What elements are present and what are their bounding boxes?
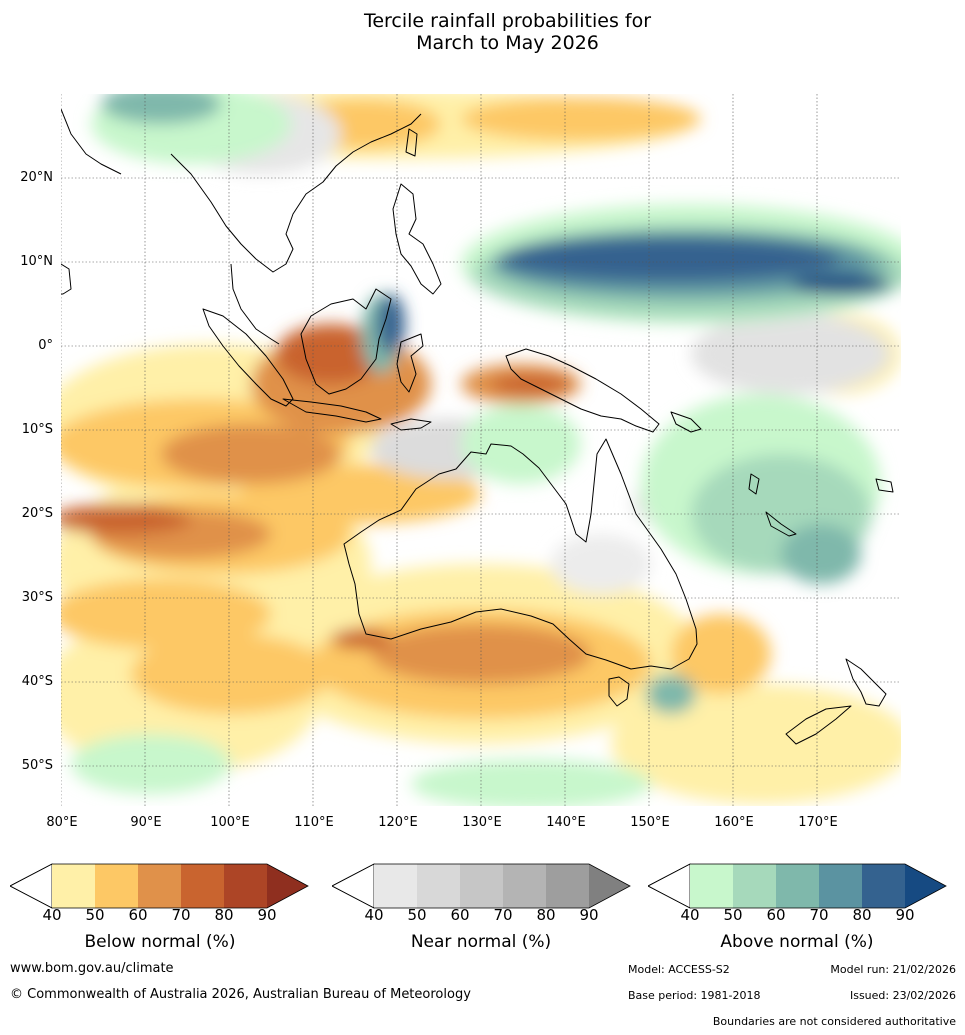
- legend-below-tick: 90: [257, 906, 277, 924]
- lon-label-140e: 140°E: [546, 815, 586, 830]
- legend-near-overflow: [589, 864, 630, 908]
- graticule: [61, 94, 901, 806]
- footer-website-link[interactable]: www.bom.gov.au/climate: [10, 961, 174, 976]
- legend-above-tick: 80: [852, 906, 872, 924]
- legend-above-swatch-70: [819, 864, 862, 908]
- coastline-sulawesi: [396, 333, 424, 393]
- coastline-java: [282, 398, 382, 423]
- lon-label-160e: 160°E: [714, 815, 754, 830]
- coastline-new-caledonia: [765, 511, 797, 537]
- legend-above-tick: 40: [680, 906, 700, 924]
- legend-near-swatch-70: [503, 864, 546, 908]
- map-title-line1: Tercile rainfall probabilities for: [363, 10, 652, 32]
- coastline-borneo: [300, 288, 392, 395]
- coastline-australia: [343, 438, 698, 670]
- legend-below-title: Below normal (%): [84, 932, 236, 952]
- lon-label-150e: 150°E: [630, 815, 670, 830]
- legend-above-tick: 70: [809, 906, 829, 924]
- coastline-new-zealand-south: [785, 705, 852, 745]
- lon-label-130e: 130°E: [462, 815, 502, 830]
- legend-near-underflow: [331, 863, 375, 909]
- lat-label-30s: 30°S: [21, 590, 53, 605]
- legend-near-tick: 90: [579, 906, 599, 924]
- legend-near-tick: 60: [450, 906, 470, 924]
- lat-label-20s: 20°S: [21, 506, 53, 521]
- coastline-malay-peninsula: [230, 263, 280, 345]
- legend-near-swatch-50: [417, 864, 460, 908]
- lon-label-110e: 110°E: [294, 815, 334, 830]
- coastline-solomon-islands: [670, 411, 702, 433]
- legend-above-swatch-50: [733, 864, 776, 908]
- legend-above-tick: 90: [895, 906, 915, 924]
- footer-base-period: Base period: 1981-2018: [628, 989, 761, 1002]
- footer-issued: Issued: 23/02/2026: [849, 989, 956, 1002]
- rainfall-probability-map[interactable]: [61, 94, 901, 806]
- legend-near-swatch-60: [460, 864, 503, 908]
- legend-above-overflow: [905, 864, 946, 908]
- lat-label-40s: 40°S: [21, 674, 53, 689]
- footer-model: Model: ACCESS-S2: [628, 963, 730, 976]
- legend-above-swatch-80: [862, 864, 905, 908]
- footer-copyright: © Commonwealth of Australia 2026, Austra…: [10, 987, 471, 1002]
- legend-near-swatch-40: [374, 864, 417, 908]
- lon-label-90e: 90°E: [130, 815, 162, 830]
- lon-label-170e: 170°E: [798, 815, 838, 830]
- coastline-timor: [390, 418, 432, 431]
- legend-below-swatch-50: [95, 864, 138, 908]
- legend-below-tick: 70: [171, 906, 191, 924]
- legend-below-swatch-80: [224, 864, 267, 908]
- lat-label-0: 0°: [38, 338, 53, 353]
- legend-above-tick: 60: [766, 906, 786, 924]
- legend-below-swatch-60: [138, 864, 181, 908]
- coastline-sri-lanka: [61, 263, 72, 295]
- legend-below-normal: [9, 862, 310, 916]
- legend-near-tick: 50: [407, 906, 427, 924]
- coastline-new-guinea: [505, 348, 660, 433]
- legend-above-normal: [647, 862, 948, 916]
- legend-below-underflow: [9, 863, 53, 909]
- legend-below-tick: 50: [85, 906, 105, 924]
- legend-above-title: Above normal (%): [720, 932, 874, 952]
- legend-above-underflow: [647, 863, 691, 909]
- coastline-india: [61, 108, 122, 175]
- probability-shading: [61, 94, 901, 806]
- legend-near-normal: [331, 862, 632, 916]
- legend-below-tick: 60: [128, 906, 148, 924]
- legend-near-tick: 80: [536, 906, 556, 924]
- coastline-sumatra: [202, 308, 294, 407]
- lon-label-100e: 100°E: [210, 815, 250, 830]
- lon-label-80e: 80°E: [46, 815, 78, 830]
- map-title: Tercile rainfall probabilities for March…: [0, 10, 965, 54]
- legend-near-tick: 40: [364, 906, 384, 924]
- legend-below-swatch-70: [181, 864, 224, 908]
- footer-model-run: Model run: 21/02/2026: [830, 963, 956, 976]
- lat-label-10n: 10°N: [20, 254, 53, 269]
- legend-below-tick: 80: [214, 906, 234, 924]
- legend-above-swatch-60: [776, 864, 819, 908]
- coastlines: [61, 108, 894, 745]
- coastline-tasmania: [608, 676, 630, 707]
- coastline-new-zealand-north: [845, 658, 887, 707]
- legend-near-title: Near normal (%): [410, 932, 552, 952]
- legend-below-tick: 40: [42, 906, 62, 924]
- lat-label-50s: 50°S: [21, 758, 53, 773]
- coastline-vanuatu: [748, 473, 760, 495]
- coastline-se-asia: [170, 113, 422, 273]
- lat-label-20n: 20°N: [20, 170, 53, 185]
- coastline-fiji: [875, 478, 894, 493]
- coastline-taiwan: [405, 128, 418, 157]
- legend-near-swatch-80: [546, 864, 589, 908]
- lat-label-10s: 10°S: [21, 422, 53, 437]
- coastline-philippines: [392, 183, 442, 295]
- legend-above-tick: 50: [723, 906, 743, 924]
- legend-below-swatch-40: [52, 864, 95, 908]
- footer-disclaimer: Boundaries are not considered authoritat…: [712, 1015, 956, 1028]
- legend-below-overflow: [267, 864, 308, 908]
- map-title-line2: March to May 2026: [416, 32, 599, 54]
- lon-label-120e: 120°E: [378, 815, 418, 830]
- legend-near-tick: 70: [493, 906, 513, 924]
- legend-above-swatch-40: [690, 864, 733, 908]
